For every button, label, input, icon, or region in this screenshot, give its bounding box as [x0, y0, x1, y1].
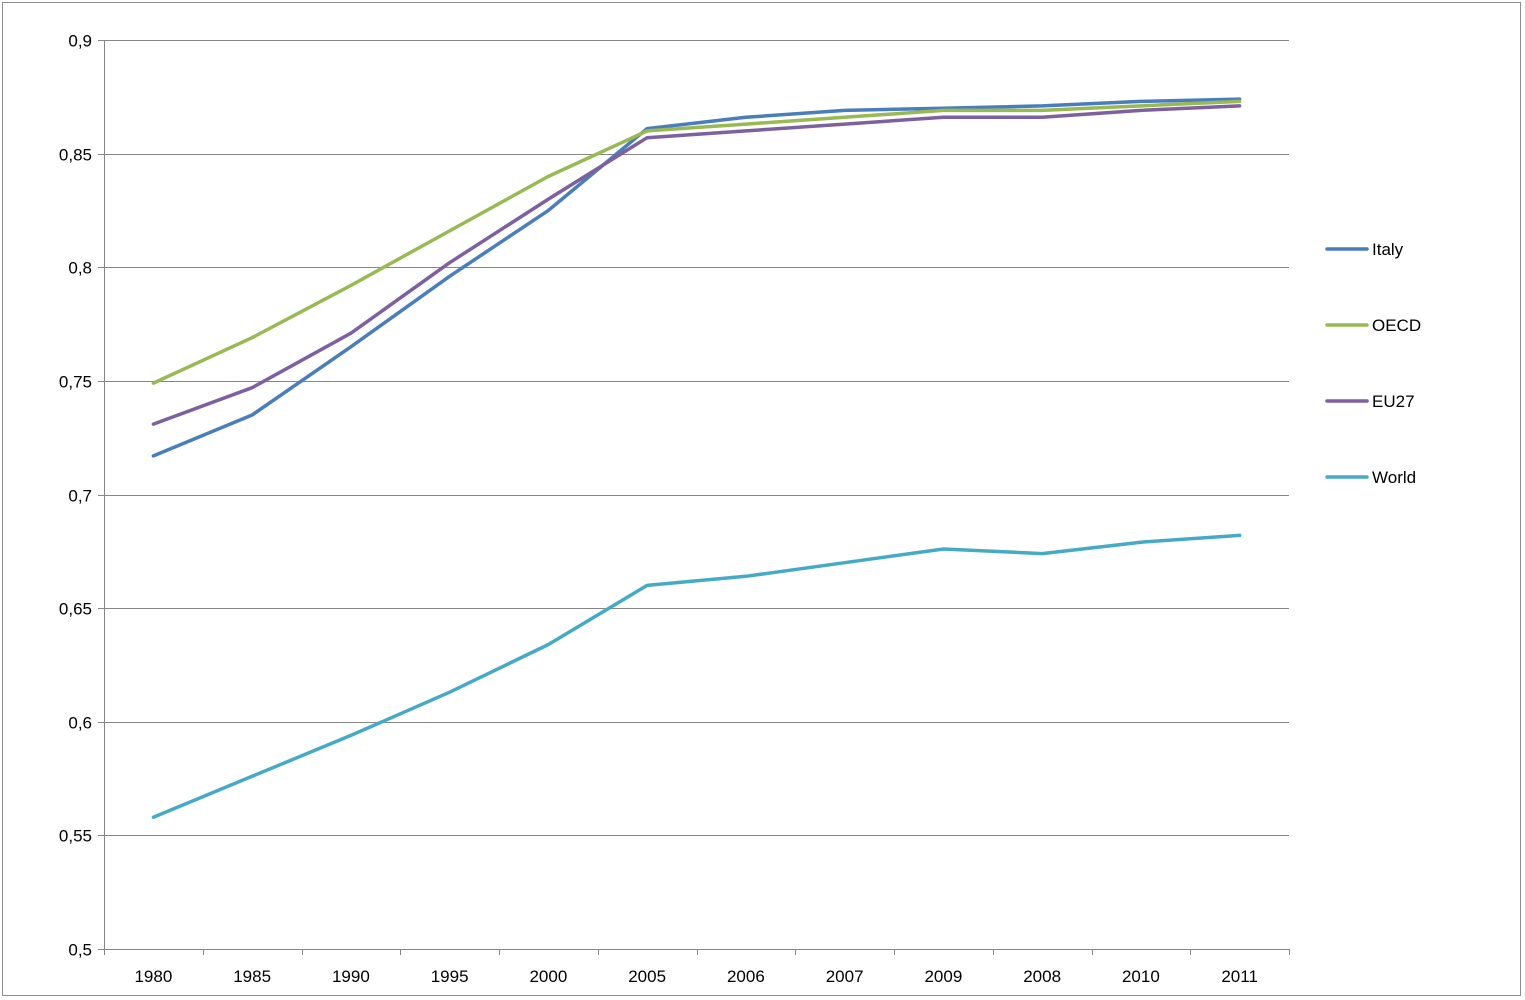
gridlines	[104, 40, 1289, 836]
y-tick-label: 0,75	[59, 373, 92, 392]
y-tick-label: 0,55	[59, 827, 92, 846]
x-tick-label: 2011	[1221, 967, 1258, 986]
legend-label-world: World	[1372, 468, 1416, 487]
y-tick-label: 0,9	[68, 32, 92, 51]
y-tick-label: 0,85	[59, 146, 92, 165]
x-tick-label: 2006	[727, 967, 765, 986]
legend: Italy OECD EU27 World	[1325, 240, 1421, 487]
series-lines	[151, 97, 1242, 819]
legend-label-eu27: EU27	[1372, 392, 1415, 411]
axes: 0,5 0,55 0,6 0,65 0,7 0,75 0,8 0,85 0,9 1980 1985 1…	[59, 32, 1290, 986]
x-tick-label: 2010	[1122, 967, 1160, 986]
series-line-oecd	[151, 99, 1242, 385]
series-line-eu27	[151, 104, 1242, 426]
x-tick-label: 2000	[529, 967, 567, 986]
x-tick-label: 1980	[134, 967, 172, 986]
x-tick-label: 2009	[924, 967, 962, 986]
x-tick-label: 2005	[628, 967, 666, 986]
x-tick-label: 2008	[1023, 967, 1061, 986]
y-tick-label: 0,7	[68, 487, 92, 506]
legend-label-italy: Italy	[1372, 240, 1404, 259]
series-line-italy	[151, 97, 1242, 458]
y-tick-label: 0,5	[68, 941, 92, 960]
x-tick-label: 1995	[431, 967, 469, 986]
y-tick-label: 0,65	[59, 600, 92, 619]
series-line-world	[151, 533, 1242, 819]
legend-label-oecd: OECD	[1372, 316, 1421, 335]
x-tick-label: 2007	[826, 967, 864, 986]
y-tick-label: 0,6	[68, 714, 92, 733]
x-tick-label: 1985	[233, 967, 271, 986]
x-tick-label: 1990	[332, 967, 370, 986]
y-tick-label: 0,8	[68, 259, 92, 278]
